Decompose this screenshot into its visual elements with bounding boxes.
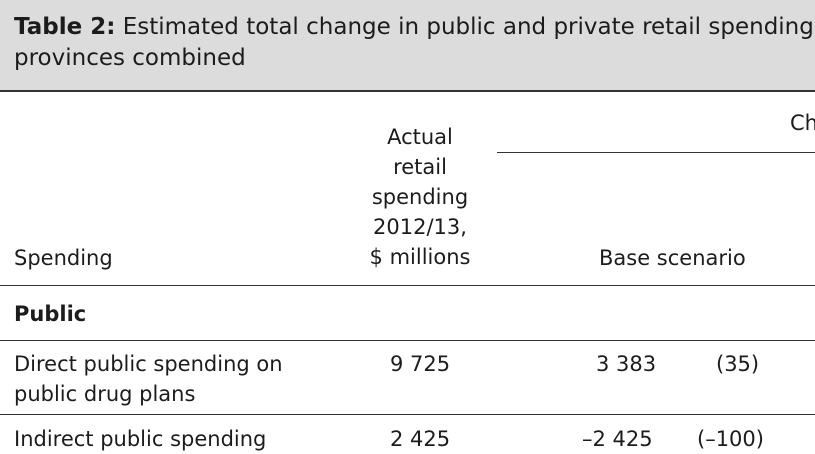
row-base-direct-public: 3 383 <box>596 352 657 376</box>
table-caption: Table 2: Estimated total change in publi… <box>0 0 815 92</box>
row-base-indirect-public: –2 425 <box>582 427 653 451</box>
header-bottom-rule <box>0 285 815 286</box>
row-divider <box>0 414 815 415</box>
row-divider <box>0 340 815 341</box>
row-actual-indirect-public: 2 425 <box>389 427 451 451</box>
row-label-indirect-public: Indirect public spending <box>14 427 267 451</box>
row-pct-indirect-public: (–100) <box>697 427 764 451</box>
caption-text: Table 2: Estimated total change in publi… <box>14 12 815 74</box>
header-base-scenario: Base scenario <box>599 246 746 270</box>
row-label-direct-public: Direct public spending on public drug pl… <box>14 352 283 406</box>
header-change: Ch <box>790 111 815 135</box>
row-pct-direct-public: (35) <box>716 352 760 376</box>
caption-body: Estimated total change in public and pri… <box>14 14 814 71</box>
row-actual-direct-public: 9 725 <box>389 352 451 376</box>
caption-label: Table 2: <box>14 14 116 40</box>
header-subrule <box>497 152 815 153</box>
section-label-public: Public <box>14 302 87 326</box>
header-actual-spending: Actual retail spending 2012/13, $ millio… <box>369 125 471 269</box>
header-spending: Spending <box>14 246 113 270</box>
